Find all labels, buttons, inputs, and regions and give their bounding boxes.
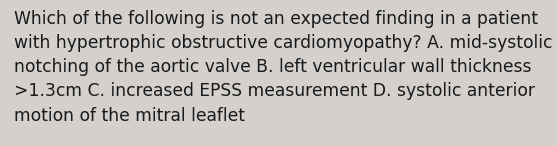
Text: Which of the following is not an expected finding in a patient: Which of the following is not an expecte…	[14, 10, 538, 28]
Text: >1.3cm C. increased EPSS measurement D. systolic anterior: >1.3cm C. increased EPSS measurement D. …	[14, 82, 535, 100]
Text: notching of the aortic valve B. left ventricular wall thickness: notching of the aortic valve B. left ven…	[14, 58, 531, 76]
Text: with hypertrophic obstructive cardiomyopathy? A. mid-systolic: with hypertrophic obstructive cardiomyop…	[14, 34, 552, 52]
Text: motion of the mitral leaflet: motion of the mitral leaflet	[14, 107, 245, 125]
